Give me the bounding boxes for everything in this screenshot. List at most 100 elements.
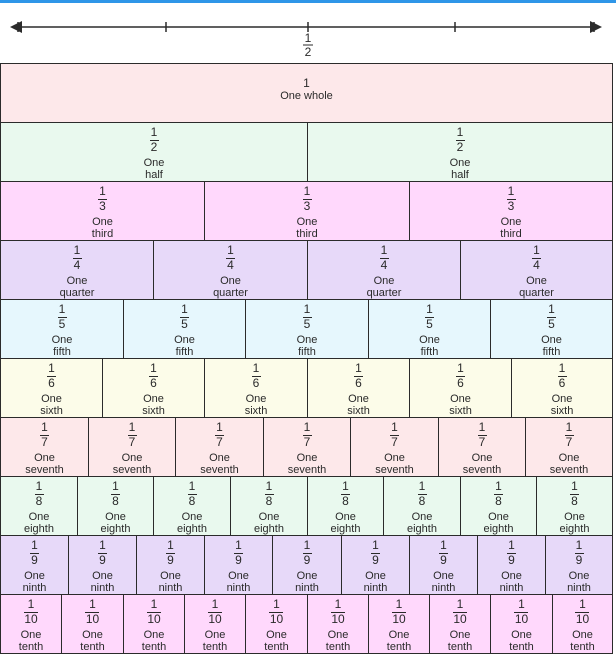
fraction-bar [425,317,434,318]
fraction-numerator: 1 [265,479,273,493]
fraction-bar [557,376,567,377]
fraction-denominator: 5 [303,317,311,331]
fraction-word-name: quarter [366,287,402,299]
fraction-word-name: third [296,228,318,240]
fraction-denominator: 5 [181,317,188,331]
fraction-numerator: 1 [27,597,35,611]
fraction-word-one: One [419,334,440,346]
fraction-word-name: third [91,228,114,240]
fraction-word-name: sixth [244,405,268,417]
fraction-numerator: 1 [216,420,223,434]
fraction-row-7: 1 7 One seventh 1 7 One seventh 1 7 One seventh 1 7 On… [0,418,613,477]
fraction-word-one: One [105,511,126,523]
fraction-numerator: 1 [507,184,515,198]
fraction-word-one: One [471,452,493,464]
fraction-numerator: 1 [73,243,81,257]
fraction-numerator: 1 [303,302,311,316]
fraction-piece-8-7: 1 8 One eighth [460,477,536,535]
fraction-numerator: 1 [89,597,96,611]
fraction-denominator: 10 [575,612,590,626]
fraction-denominator: 7 [216,435,223,449]
fraction-bar [98,199,107,200]
fraction-word-one: One [258,511,280,523]
fraction-denominator: 9 [235,553,242,567]
fraction-bar [507,553,516,554]
fraction-symbol: 1 10 [574,598,591,626]
fraction-bar [390,435,399,436]
fraction-word-name: tenth [141,641,167,653]
fraction-denominator: 7 [303,435,311,449]
fraction-numerator: 1 [99,184,106,198]
fraction-bar [391,612,406,613]
fraction-piece-7-4: 1 7 One seventh [263,418,350,476]
fraction-word-name: seventh [549,464,589,476]
fraction-word-one: One [82,629,103,641]
fraction-bar [494,494,503,495]
fraction-denominator: 6 [355,376,362,390]
fraction-piece-6-1: 1 6 One sixth [0,359,102,417]
fraction-bar [456,376,465,377]
fraction-piece-7-7: 1 7 One seventh [525,418,613,476]
fraction-word-name: eighth [483,523,514,535]
fraction-piece-8-8: 1 8 One eighth [536,477,613,535]
fraction-denominator: 6 [457,376,464,390]
fraction-numerator: 1 [167,538,174,552]
fraction-piece-8-1: 1 8 One eighth [0,477,77,535]
fraction-piece-7-2: 1 7 One seventh [88,418,175,476]
fraction-piece-10-5: 1 10 One tenth [245,595,307,653]
fraction-word-one: One [511,629,532,641]
fraction-bar [30,553,39,554]
fraction-word-name: tenth [80,641,105,653]
fraction-word-name: fifth [420,346,439,358]
fraction-numerator: 1 [518,597,525,611]
fraction-word-one: One [266,629,287,641]
fraction-numerator: 1 [440,538,447,552]
fraction-word-one: One [220,275,241,287]
fraction-numerator: 1 [31,538,38,552]
fraction-piece-10-10: 1 10 One tenth [552,595,613,653]
fraction-word-one: One [41,393,62,405]
fraction-piece-6-6: 1 6 One sixth [511,359,613,417]
fraction-piece-9-1: 1 9 One ninth [0,536,68,594]
fraction-piece-3-3: 1 3 One third [409,182,613,240]
fraction-bar [57,317,67,318]
fraction-piece-3-2: 1 3 One third [204,182,409,240]
fraction-word-one: One [296,452,318,464]
fraction-denominator: 9 [372,553,379,567]
fraction-word-one: One [34,452,55,464]
fraction-bar [98,553,107,554]
fraction-denominator: 9 [303,553,311,567]
fraction-piece-8-6: 1 8 One eighth [383,477,460,535]
right-arrow-icon [590,21,602,33]
fraction-numerator: 1 [426,302,433,316]
fraction-piece-8-2: 1 8 One eighth [77,477,153,535]
fraction-numerator: 1 [456,125,464,139]
fraction-word-one: One [51,334,73,346]
fraction-denominator: 6 [150,376,157,390]
fraction-denominator: 8 [342,494,349,508]
half-label-denominator: 2 [305,45,312,59]
fraction-word-name: fifth [298,346,316,358]
fraction-word-one: One [296,334,318,346]
whole-word: One whole [280,90,333,102]
fraction-piece-9-5: 1 9 One ninth [272,536,341,594]
fraction-word-name: sixth [40,405,63,417]
fraction-bar [455,140,465,141]
fraction-numerator: 1 [456,597,464,611]
fraction-word-one: One [20,629,42,641]
fraction-denominator: 10 [514,612,529,626]
fraction-numerator: 1 [150,125,158,139]
fraction-wall: 1 One whole 1 2 One half 1 2 One half 1 3 One third 1 3… [0,63,613,654]
fraction-piece-1-1: 1 One whole [0,64,613,122]
fraction-denominator: 3 [507,199,515,213]
fraction-denominator: 10 [147,612,161,626]
